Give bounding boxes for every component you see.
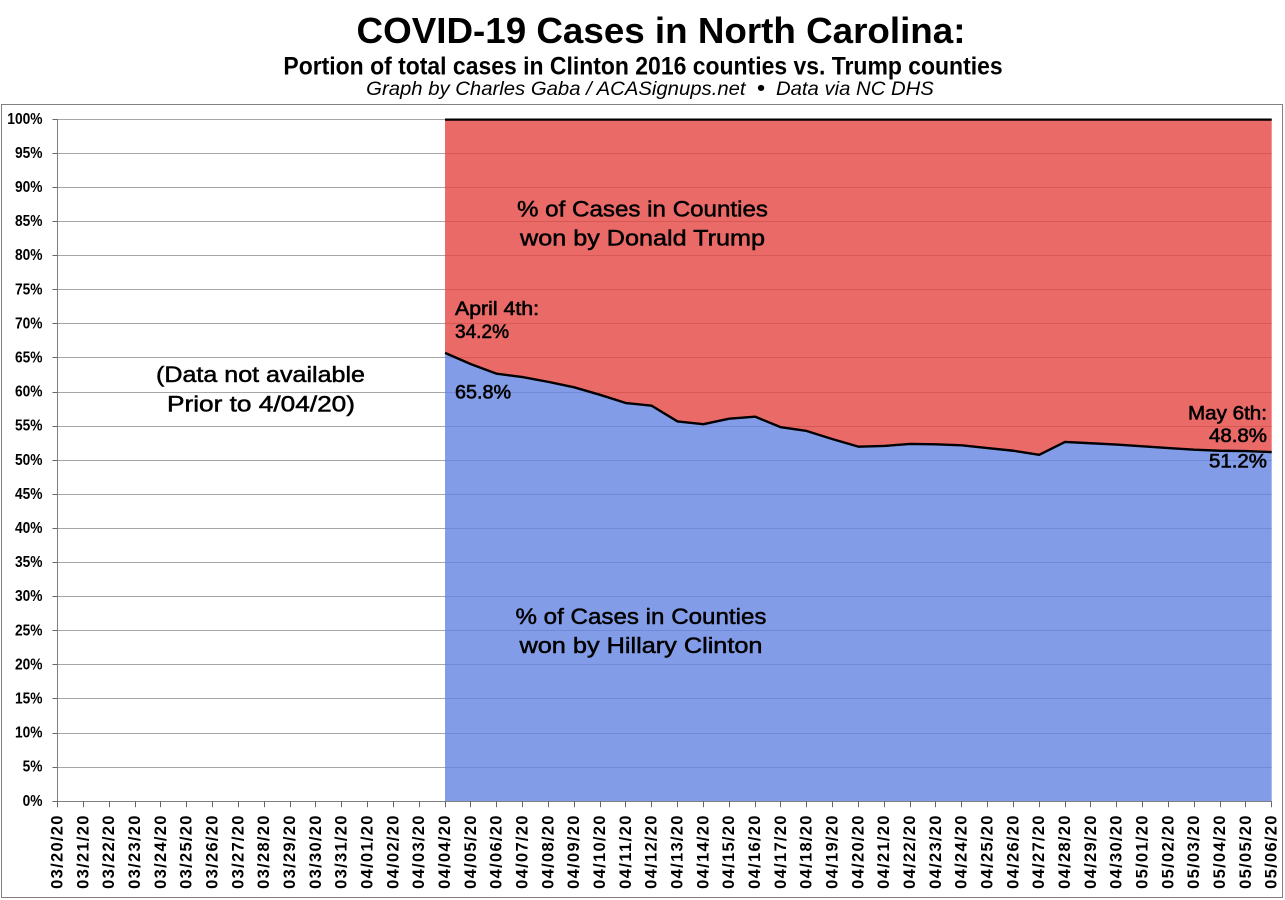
- svg-text:60%: 60%: [15, 384, 43, 401]
- svg-text:03/26/20: 03/26/20: [204, 816, 222, 889]
- svg-text:04/07/20: 04/07/20: [514, 816, 532, 889]
- svg-text:April 4th:: April 4th:: [455, 299, 539, 320]
- svg-text:0%: 0%: [23, 793, 43, 810]
- svg-text:15%: 15%: [15, 691, 43, 708]
- svg-text:10%: 10%: [15, 725, 43, 742]
- svg-text:65.8%: 65.8%: [455, 383, 511, 404]
- svg-text:75%: 75%: [15, 281, 43, 298]
- svg-text:won by Donald Trump: won by Donald Trump: [519, 225, 765, 250]
- svg-text:04/26/20: 04/26/20: [1004, 816, 1022, 889]
- svg-text:(Data not available: (Data not available: [156, 362, 365, 387]
- svg-text:04/13/20: 04/13/20: [669, 816, 687, 889]
- svg-text:5%: 5%: [23, 759, 43, 776]
- svg-text:48.8%: 48.8%: [1209, 426, 1267, 447]
- svg-text:90%: 90%: [15, 179, 43, 196]
- svg-text:100%: 100%: [7, 111, 42, 128]
- svg-text:85%: 85%: [15, 213, 43, 230]
- svg-text:04/12/20: 04/12/20: [643, 816, 661, 889]
- svg-text:03/27/20: 03/27/20: [229, 816, 247, 889]
- svg-text:04/20/20: 04/20/20: [849, 816, 867, 889]
- svg-text:Prior to 4/04/20): Prior to 4/04/20): [167, 392, 355, 417]
- svg-text:04/10/20: 04/10/20: [591, 816, 609, 889]
- svg-text:25%: 25%: [15, 622, 43, 639]
- svg-text:03/30/20: 03/30/20: [307, 816, 325, 889]
- svg-text:03/20/20: 03/20/20: [49, 816, 67, 889]
- svg-text:04/06/20: 04/06/20: [488, 816, 506, 889]
- svg-text:04/28/20: 04/28/20: [1056, 816, 1074, 889]
- svg-text:04/02/20: 04/02/20: [384, 816, 402, 889]
- svg-text:03/24/20: 03/24/20: [152, 816, 170, 889]
- svg-text:05/01/20: 05/01/20: [1134, 816, 1152, 889]
- svg-text:40%: 40%: [15, 520, 43, 537]
- svg-text:04/11/20: 04/11/20: [617, 816, 635, 889]
- svg-text:04/04/20: 04/04/20: [436, 816, 454, 889]
- svg-text:04/14/20: 04/14/20: [694, 816, 712, 889]
- svg-text:70%: 70%: [15, 315, 43, 332]
- svg-text:04/19/20: 04/19/20: [824, 816, 842, 889]
- svg-text:05/04/20: 05/04/20: [1211, 816, 1229, 889]
- svg-text:65%: 65%: [15, 350, 43, 367]
- svg-text:45%: 45%: [15, 486, 43, 503]
- svg-text:04/22/20: 04/22/20: [901, 816, 919, 889]
- svg-text:51.2%: 51.2%: [1209, 451, 1267, 472]
- svg-text:04/29/20: 04/29/20: [1082, 816, 1100, 889]
- svg-text:04/18/20: 04/18/20: [798, 816, 816, 889]
- svg-text:04/21/20: 04/21/20: [875, 816, 893, 889]
- svg-text:50%: 50%: [15, 452, 43, 469]
- svg-text:May 6th:: May 6th:: [1188, 404, 1267, 425]
- svg-text:04/09/20: 04/09/20: [565, 816, 583, 889]
- svg-text:04/05/20: 04/05/20: [462, 816, 480, 889]
- svg-text:34.2%: 34.2%: [455, 322, 509, 343]
- svg-text:04/15/20: 04/15/20: [720, 816, 738, 889]
- svg-text:04/27/20: 04/27/20: [1030, 816, 1048, 889]
- svg-text:05/06/20: 05/06/20: [1263, 816, 1281, 889]
- svg-text:20%: 20%: [15, 656, 43, 673]
- svg-text:05/02/20: 05/02/20: [1159, 816, 1177, 889]
- svg-text:04/25/20: 04/25/20: [979, 816, 997, 889]
- svg-text:04/17/20: 04/17/20: [772, 816, 790, 889]
- svg-text:80%: 80%: [15, 247, 43, 264]
- svg-text:04/01/20: 04/01/20: [359, 816, 377, 889]
- svg-text:03/31/20: 03/31/20: [333, 816, 351, 889]
- svg-text:03/22/20: 03/22/20: [100, 816, 118, 889]
- svg-text:% of Cases in Counties: % of Cases in Counties: [517, 196, 768, 221]
- svg-text:% of Cases in Counties: % of Cases in Counties: [516, 604, 767, 629]
- svg-text:03/25/20: 03/25/20: [178, 816, 196, 889]
- svg-text:35%: 35%: [15, 554, 43, 571]
- svg-text:04/30/20: 04/30/20: [1108, 816, 1126, 889]
- svg-text:05/05/20: 05/05/20: [1237, 816, 1255, 889]
- svg-text:03/28/20: 03/28/20: [255, 816, 273, 889]
- svg-text:04/16/20: 04/16/20: [746, 816, 764, 889]
- svg-text:won by Hillary Clinton: won by Hillary Clinton: [518, 633, 762, 658]
- svg-text:04/24/20: 04/24/20: [953, 816, 971, 889]
- svg-text:03/23/20: 03/23/20: [126, 816, 144, 889]
- svg-text:03/29/20: 03/29/20: [281, 816, 299, 889]
- svg-text:03/21/20: 03/21/20: [74, 816, 92, 889]
- svg-text:04/03/20: 04/03/20: [410, 816, 428, 889]
- svg-text:95%: 95%: [15, 145, 43, 162]
- svg-text:05/03/20: 05/03/20: [1185, 816, 1203, 889]
- svg-text:55%: 55%: [15, 418, 43, 435]
- svg-text:04/23/20: 04/23/20: [927, 816, 945, 889]
- svg-text:30%: 30%: [15, 588, 43, 605]
- svg-text:04/08/20: 04/08/20: [539, 816, 557, 889]
